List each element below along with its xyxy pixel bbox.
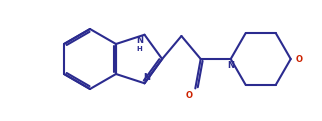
Text: N: N xyxy=(227,61,234,71)
Text: O: O xyxy=(186,91,193,100)
Text: O: O xyxy=(295,54,302,64)
Text: H: H xyxy=(137,46,142,52)
Text: N: N xyxy=(143,73,150,82)
Text: N: N xyxy=(136,36,143,45)
